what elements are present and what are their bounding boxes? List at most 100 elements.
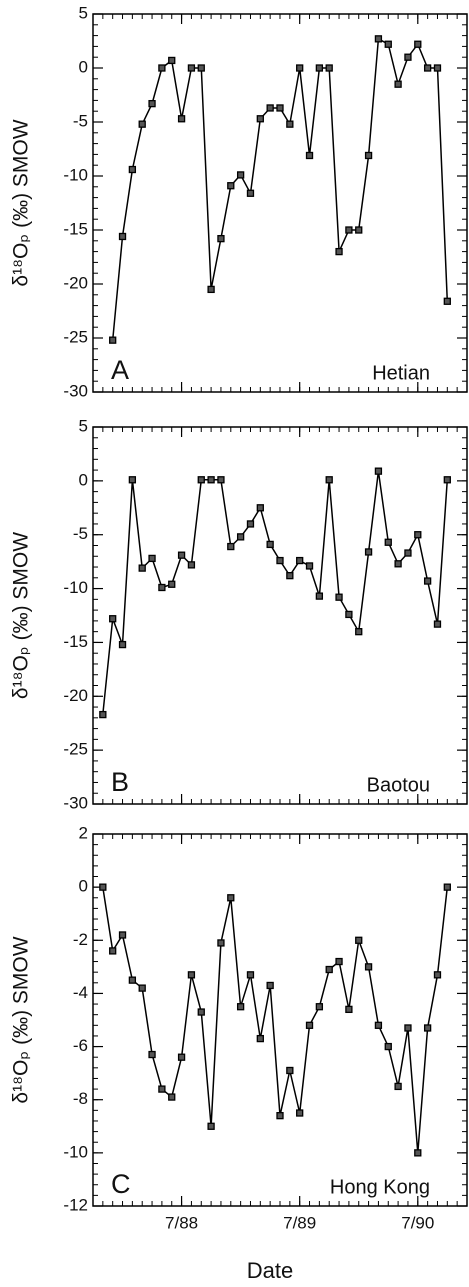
data-point [177, 551, 186, 559]
data-point [246, 189, 255, 197]
data-point [325, 64, 333, 72]
data-point [414, 531, 422, 539]
data-point [335, 247, 343, 256]
data-point [246, 971, 255, 979]
data-point [305, 151, 314, 160]
data-point [364, 151, 373, 160]
data-point [404, 53, 412, 61]
data-point [246, 520, 255, 528]
data-point [158, 583, 166, 592]
data-point [374, 467, 383, 475]
y-tick-label: -10 [63, 165, 88, 184]
data-point [217, 939, 225, 947]
data-point [168, 1093, 176, 1101]
data-point [443, 476, 451, 484]
panel-label: B [111, 767, 129, 797]
data-point [286, 120, 294, 128]
data-point [227, 542, 235, 551]
data-point [423, 577, 432, 585]
data-point [128, 476, 137, 484]
panel-label: C [111, 1169, 131, 1199]
y-tick-label: -8 [73, 1089, 88, 1108]
data-point [374, 35, 383, 43]
data-point [197, 476, 205, 484]
plot-frame [92, 426, 468, 805]
data-point [158, 1085, 166, 1093]
data-point [256, 1034, 264, 1043]
data-point [355, 226, 363, 234]
data-point [345, 610, 353, 619]
data-point [128, 165, 137, 174]
data-point [148, 554, 156, 563]
data-point [404, 549, 412, 557]
data-point [286, 1066, 294, 1075]
data-point [266, 540, 274, 549]
y-tick-label: -20 [63, 273, 88, 292]
data-point [414, 40, 422, 48]
data-point [394, 1082, 402, 1091]
x-tick-label: 7/89 [283, 1213, 316, 1232]
data-point [296, 556, 304, 565]
y-tick-label: -6 [73, 1036, 88, 1055]
data-point [394, 80, 402, 88]
data-point [236, 533, 245, 541]
data-point [286, 571, 294, 580]
data-point [138, 120, 146, 128]
data-point [325, 476, 333, 484]
data-point [256, 504, 264, 512]
data-point [118, 640, 127, 649]
data-point [118, 232, 127, 241]
data-point [128, 976, 137, 984]
data-point [138, 564, 146, 572]
data-point [315, 64, 324, 72]
data-point [197, 1008, 205, 1016]
y-axis-title: δ¹⁸Oₚ (‰) SMOW [10, 119, 33, 286]
data-point [433, 620, 442, 628]
data-point [315, 592, 324, 600]
plot-frame [92, 13, 468, 393]
station-name: Hetian [372, 362, 430, 384]
data-point [148, 1050, 156, 1059]
data-point [443, 883, 451, 891]
data-point [384, 538, 392, 546]
station-name: Baotou [367, 774, 430, 796]
data-point [236, 1003, 245, 1011]
data-point [227, 182, 235, 190]
y-tick-label: -2 [73, 930, 88, 949]
y-tick-label: 0 [79, 470, 88, 489]
data-point [276, 104, 284, 112]
data-point [99, 883, 107, 891]
data-point [276, 1112, 284, 1120]
y-tick-label: -30 [63, 793, 88, 812]
data-point [138, 984, 146, 992]
data-point [158, 64, 166, 72]
data-point [187, 971, 196, 979]
data-line [102, 886, 449, 1153]
data-point [207, 285, 215, 294]
data-point [296, 64, 304, 72]
data-point [217, 476, 225, 484]
y-axis-title: δ¹⁸Oₚ (‰) SMOW [10, 532, 33, 699]
panel-label: A [111, 355, 129, 385]
y-tick-label: 0 [79, 877, 88, 896]
plot-frame [92, 833, 468, 1207]
data-point [335, 957, 343, 966]
data-point [433, 971, 442, 979]
data-point [443, 297, 451, 305]
data-point [305, 1021, 314, 1029]
data-point [109, 947, 117, 955]
data-point [256, 115, 264, 123]
data-point [177, 1053, 186, 1061]
data-point [266, 104, 274, 112]
data-point [99, 710, 107, 719]
x-tick-label: 7/88 [165, 1213, 198, 1232]
data-point [217, 234, 225, 243]
data-point [168, 56, 176, 65]
data-point [433, 64, 442, 72]
y-tick-label: -30 [63, 381, 88, 400]
data-point [207, 476, 215, 484]
data-point [345, 1005, 353, 1014]
y-tick-label: -20 [63, 686, 88, 705]
y-tick-label: 0 [79, 57, 88, 76]
y-tick-label: 2 [79, 823, 88, 842]
